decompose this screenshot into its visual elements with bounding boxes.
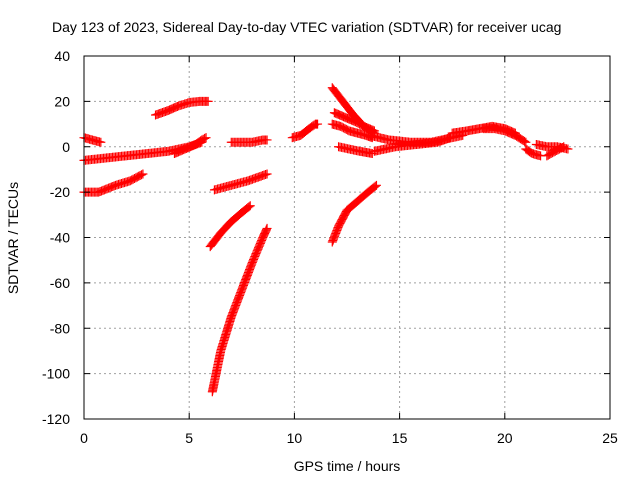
data-point [371, 180, 381, 190]
y-tick-label: 40 [54, 48, 70, 64]
y-tick-label: -40 [50, 230, 70, 246]
data-point [520, 136, 530, 146]
y-tick-label: 20 [54, 93, 70, 109]
y-tick-label: -60 [50, 275, 70, 291]
series-arc-4 [151, 96, 213, 120]
x-tick-label: 5 [185, 430, 193, 446]
series-arc-9 [226, 135, 272, 147]
data-point [262, 223, 272, 233]
data-point [557, 143, 567, 153]
series-arc-3 [79, 169, 148, 197]
data-point [559, 142, 569, 152]
data-point [203, 96, 213, 106]
series-arc-17 [369, 133, 455, 156]
series-arc-8 [209, 169, 272, 195]
y-axis-label: SDTVAR / TECUs [5, 182, 21, 294]
series-arc-7 [207, 223, 272, 397]
data-point [201, 133, 211, 143]
data-point [313, 119, 323, 129]
y-tick-label: -120 [42, 411, 70, 427]
data-point [261, 225, 271, 235]
data-point [244, 202, 254, 212]
x-tick-label: 10 [287, 430, 303, 446]
series-arc-10 [287, 119, 323, 143]
series-arc-15 [327, 180, 381, 247]
data-point [445, 133, 455, 143]
data-point [200, 133, 210, 143]
x-tick-label: 20 [497, 430, 513, 446]
y-tick-label: -80 [50, 320, 70, 336]
data-point [563, 144, 573, 154]
x-tick-label: 0 [80, 430, 88, 446]
chart-title: Day 123 of 2023, Sidereal Day-to-day VTE… [52, 19, 561, 35]
series-arc-6 [205, 201, 255, 252]
series-arc-19 [479, 124, 531, 147]
data-point [262, 169, 272, 179]
x-tick-label: 15 [392, 430, 408, 446]
series-arc-5 [169, 133, 211, 159]
series-arc-22 [542, 142, 569, 161]
x-tick-label: 25 [602, 430, 618, 446]
series-arc-1 [79, 133, 106, 147]
data-point [262, 135, 272, 145]
data-point [137, 170, 147, 180]
series-arc-12 [329, 108, 379, 136]
axes: 0 5 10 15 20 25 -120 -100 -80 -60 -40 -20 0 20 40 [42, 48, 618, 446]
grid [84, 56, 610, 419]
data-point [370, 181, 380, 191]
y-tick-label: -100 [42, 366, 70, 382]
series-arc-14 [334, 142, 377, 159]
data-point [245, 201, 255, 211]
y-tick-label: -20 [50, 184, 70, 200]
data-points [79, 83, 573, 397]
data-point [96, 137, 106, 147]
data-point [138, 169, 148, 179]
x-axis-label: GPS time / hours [294, 458, 401, 474]
series-arc-20 [521, 144, 546, 161]
y-tick-label: 0 [62, 139, 70, 155]
